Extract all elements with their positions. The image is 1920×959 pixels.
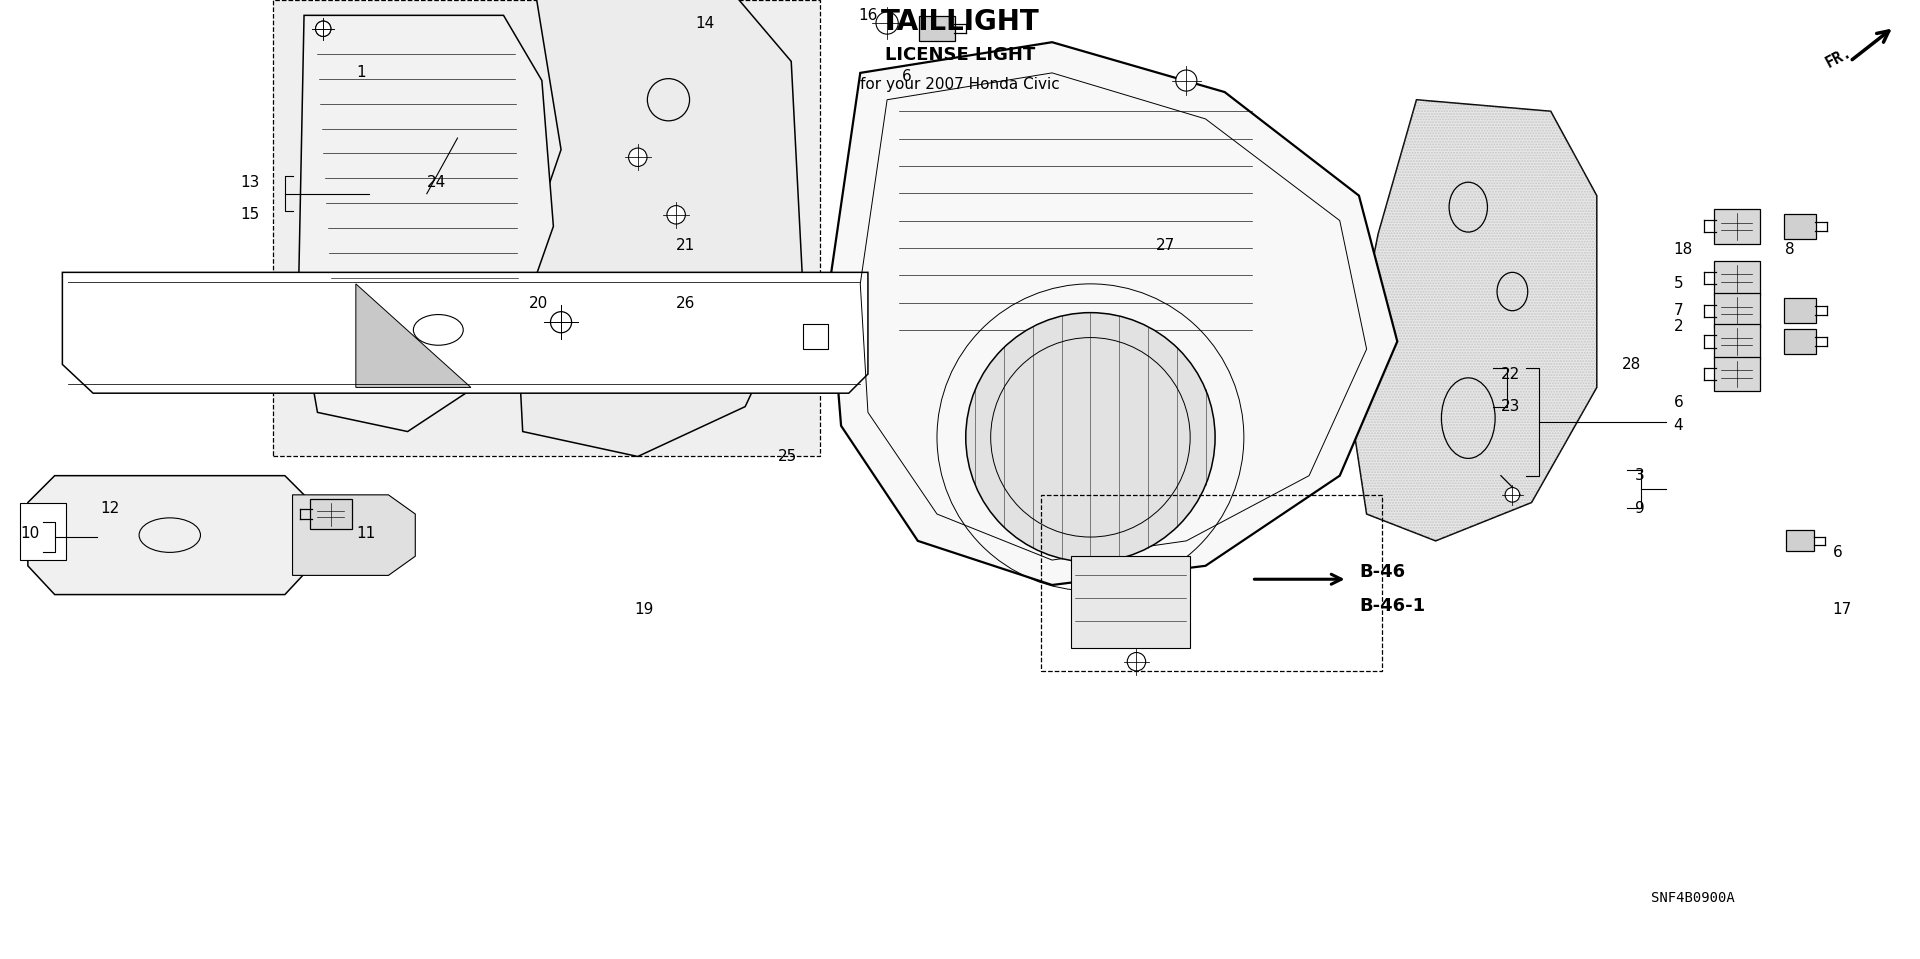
Circle shape (628, 148, 647, 167)
Polygon shape (298, 15, 553, 432)
Text: 20: 20 (528, 295, 547, 311)
Bar (273, 0, 820, 456)
Text: 26: 26 (676, 295, 695, 311)
Polygon shape (29, 476, 311, 595)
Circle shape (1127, 652, 1146, 671)
Text: SNF4B0900A: SNF4B0900A (1651, 891, 1734, 904)
Text: 17: 17 (1834, 602, 1853, 618)
FancyBboxPatch shape (21, 503, 65, 560)
Polygon shape (355, 284, 470, 387)
Text: 6: 6 (1834, 545, 1843, 560)
FancyBboxPatch shape (1071, 556, 1190, 648)
Text: LICENSE LIGHT: LICENSE LIGHT (885, 46, 1035, 64)
Text: 6: 6 (900, 69, 912, 84)
Text: 25: 25 (778, 449, 797, 464)
Bar (1041, 495, 1382, 671)
Text: 19: 19 (634, 602, 653, 618)
Text: B-46-1: B-46-1 (1359, 597, 1425, 615)
Circle shape (966, 313, 1215, 562)
Text: 13: 13 (240, 175, 259, 190)
Text: 2: 2 (1674, 318, 1684, 334)
Circle shape (1505, 487, 1519, 503)
Circle shape (315, 21, 330, 36)
Text: 1: 1 (355, 65, 365, 81)
Text: FR.: FR. (1824, 44, 1855, 71)
Text: for your 2007 Honda Civic: for your 2007 Honda Civic (860, 77, 1060, 92)
FancyBboxPatch shape (1715, 261, 1761, 295)
Text: 28: 28 (1622, 357, 1642, 372)
FancyBboxPatch shape (1784, 298, 1816, 323)
Text: TAILLIGHT: TAILLIGHT (881, 8, 1039, 35)
Text: 11: 11 (355, 526, 374, 541)
Text: 5: 5 (1674, 276, 1684, 292)
Text: 8: 8 (1786, 242, 1795, 257)
Circle shape (315, 21, 330, 36)
FancyBboxPatch shape (1715, 293, 1761, 328)
FancyBboxPatch shape (1784, 214, 1816, 239)
Circle shape (1175, 70, 1196, 91)
Circle shape (666, 205, 685, 224)
Text: 6: 6 (1674, 395, 1684, 410)
Text: 15: 15 (240, 207, 259, 222)
Text: 14: 14 (695, 15, 714, 31)
Text: 16: 16 (858, 8, 877, 23)
FancyBboxPatch shape (309, 499, 351, 529)
Bar (273, 0, 820, 456)
Text: 12: 12 (100, 501, 119, 516)
Text: 24: 24 (426, 175, 445, 190)
Text: 3: 3 (1636, 468, 1645, 483)
FancyBboxPatch shape (920, 16, 956, 41)
Polygon shape (829, 42, 1398, 585)
Polygon shape (1348, 100, 1597, 541)
Text: 27: 27 (1156, 238, 1175, 253)
Text: 10: 10 (19, 526, 40, 541)
Polygon shape (61, 272, 868, 393)
Text: 9: 9 (1636, 501, 1645, 516)
Text: 7: 7 (1674, 303, 1684, 318)
Text: 23: 23 (1501, 399, 1521, 414)
FancyBboxPatch shape (1715, 324, 1761, 359)
Polygon shape (515, 0, 803, 456)
FancyBboxPatch shape (803, 324, 828, 349)
FancyBboxPatch shape (1715, 357, 1761, 391)
FancyBboxPatch shape (1784, 329, 1816, 354)
Circle shape (876, 12, 899, 35)
Text: 4: 4 (1674, 418, 1684, 433)
Text: 21: 21 (676, 238, 695, 253)
Text: 22: 22 (1501, 366, 1521, 382)
FancyBboxPatch shape (1786, 530, 1814, 551)
Text: 18: 18 (1674, 242, 1693, 257)
FancyBboxPatch shape (1715, 209, 1761, 244)
Polygon shape (292, 495, 415, 575)
Text: B-46: B-46 (1359, 563, 1405, 580)
